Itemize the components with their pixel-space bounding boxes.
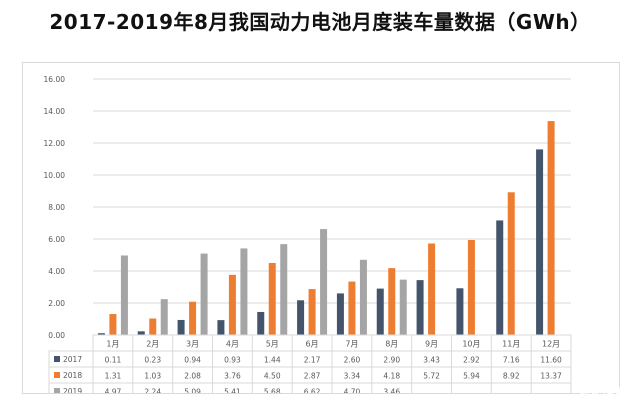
bar [109,314,117,335]
bar [456,288,464,335]
data-label: 2.24 [144,388,161,394]
data-label: 1.31 [105,372,122,381]
data-label: 4.18 [383,372,400,381]
bar [257,311,265,335]
y-tick-label: 14.00 [44,107,66,116]
data-label: 4.97 [105,388,122,394]
bar [308,289,316,335]
bar [336,293,344,335]
bar [149,318,157,335]
legend-label: 2018 [63,371,82,380]
data-label: 4.70 [344,388,361,394]
bar [416,280,424,335]
y-tick-label: 2.00 [48,299,65,308]
watermark-logo: ev世纪 [580,383,630,401]
chart-title: 2017-2019年8月我国动力电池月度装车量数据（GWh） [49,10,591,34]
data-label: 2.08 [184,372,201,381]
bar [189,301,197,335]
x-tick-label: 9月 [425,340,438,349]
bar [268,263,276,335]
data-label: 8.92 [503,372,520,381]
data-label: 3.46 [383,388,400,394]
y-tick-label: 10.00 [44,171,66,180]
data-label: 3.34 [344,372,361,381]
bar [536,149,544,335]
legend-label: 2019 [63,387,82,393]
bar [200,253,208,335]
bar [467,239,475,335]
x-tick-label: 6月 [306,340,319,349]
data-label: 2.90 [383,356,400,365]
data-label: 5.41 [224,388,241,394]
bar [160,299,168,335]
data-label: 11.60 [540,356,562,365]
bar [217,320,225,335]
data-label: 5.09 [184,388,201,394]
data-label: 5.72 [423,372,440,381]
bar [297,300,305,335]
x-tick-label: 3月 [186,340,199,349]
y-tick-label: 6.00 [48,235,65,244]
y-tick-label: 12.00 [44,139,66,148]
chart-container: 0.00 2.00 4.00 6.00 8.00 10.00 12.00 14.00 16.00… [22,62,620,394]
data-label: 2.92 [463,356,480,365]
data-label: 7.16 [503,356,520,365]
data-label: 2.60 [344,356,361,365]
bar [280,244,288,335]
data-label: 0.93 [224,356,241,365]
bar [177,319,185,335]
bar [240,248,248,335]
x-tick-label: 10月 [462,340,480,349]
data-label: 4.50 [264,372,281,381]
data-label: 2.17 [304,356,321,365]
legend-swatch [54,388,60,393]
bar-chart: 0.00 2.00 4.00 6.00 8.00 10.00 12.00 14.00 16.00… [44,75,572,394]
bar [97,333,105,335]
data-label: 0.23 [144,356,161,365]
legend-label: 2017 [63,355,82,364]
y-tick-label: 0.00 [48,331,65,340]
bar [376,288,384,335]
data-label: 3.76 [224,372,241,381]
data-label: 1.44 [264,356,281,365]
bar [507,192,515,335]
bar [120,255,128,335]
bar [359,259,367,335]
bar [137,331,145,335]
data-label: 0.94 [184,356,201,365]
bar [348,281,356,335]
bar [547,121,555,335]
data-label: 5.68 [264,388,281,394]
data-label: 0.11 [105,356,122,365]
bar [228,274,236,335]
data-label: 3.43 [423,356,440,365]
legend-swatch [54,372,60,378]
x-tick-label: 1月 [106,340,119,349]
data-label: 2.87 [304,372,321,381]
y-tick-label: 4.00 [48,267,65,276]
bar [428,243,436,335]
x-tick-label: 5月 [266,340,279,349]
x-tick-label: 8月 [385,340,398,349]
y-tick-label: 16.00 [44,75,66,84]
data-label: 1.03 [144,372,161,381]
x-tick-label: 12月 [542,340,560,349]
bar [320,229,328,335]
x-tick-label: 2月 [146,340,159,349]
legend-swatch [54,356,60,362]
data-label: 13.37 [540,372,562,381]
data-label: 5.94 [463,372,480,381]
bar [388,268,396,335]
data-label: 6.62 [304,388,321,394]
x-tick-label: 7月 [345,340,358,349]
bar [496,220,504,335]
x-tick-label: 4月 [226,340,239,349]
y-tick-label: 8.00 [48,203,65,212]
x-tick-label: 11月 [502,340,520,349]
bar [399,279,407,335]
